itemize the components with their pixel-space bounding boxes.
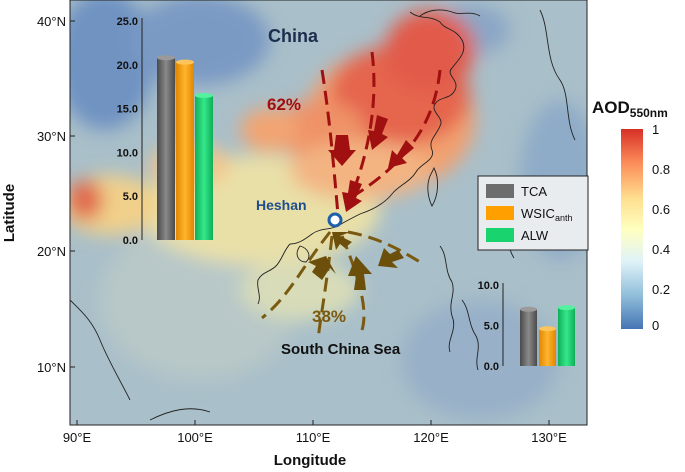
- bar-cap: [558, 305, 575, 311]
- bar-alw: [195, 95, 213, 241]
- legend-label-wsic-sub: anth: [555, 213, 573, 223]
- colorbar-title: AOD550nm: [592, 98, 668, 120]
- north-percent-label: 62%: [267, 95, 301, 114]
- inset-y-tick-label: 10.0: [478, 280, 499, 292]
- bar-cap: [176, 59, 194, 65]
- inset-y-tick-label: 15.0: [117, 104, 138, 116]
- legend-label-alw: ALW: [521, 228, 549, 243]
- north-transport-arrows: [320, 51, 442, 216]
- north-flow-line: [320, 69, 340, 216]
- x-tick-label: 110°E: [296, 430, 331, 445]
- legend-label-wsic-main: WSIC: [521, 206, 555, 221]
- inset-y-tick-label: 25.0: [117, 16, 138, 28]
- south-transport-arrows: [261, 230, 421, 341]
- heshan-label: Heshan: [256, 197, 307, 213]
- bar-wsic-anth: [539, 328, 556, 366]
- south-inset-bar-chart: 0.0 5.0 10.0: [478, 280, 575, 373]
- inset-y-tick-label: 5.0: [123, 191, 138, 203]
- x-tick-label: 130°E: [531, 430, 567, 445]
- colorbar-gradient: [621, 129, 643, 329]
- y-tick-label: 40°N: [37, 14, 66, 29]
- aod-colorbar: AOD550nm 1 0.8 0.6 0.4 0.2 0: [592, 98, 670, 333]
- bar-alw: [558, 307, 575, 366]
- south-arrowhead: [332, 232, 352, 250]
- bar-tca: [157, 57, 175, 241]
- x-tick-label: 120°E: [413, 430, 449, 445]
- colorbar-tick: 1: [652, 122, 659, 137]
- south-percent-label: 38%: [312, 307, 346, 326]
- heshan-site-marker: [327, 212, 343, 228]
- south-arrowhead: [378, 248, 404, 268]
- bar-wsic-anth: [176, 62, 194, 241]
- y-tick-label: 20°N: [37, 244, 66, 259]
- bar-cap: [195, 92, 213, 98]
- bar-tca: [520, 309, 537, 366]
- colorbar-tick: 0.4: [652, 242, 670, 257]
- legend-label-wsic: WSICanth: [521, 206, 572, 223]
- south-flow-line: [340, 235, 366, 331]
- colorbar-tick: 0.2: [652, 282, 670, 297]
- colorbar-title-main: AOD: [592, 98, 630, 117]
- x-tick-label: 100°E: [177, 430, 213, 445]
- legend-swatch-wsic: [486, 206, 514, 220]
- sea-label: South China Sea: [281, 341, 401, 358]
- y-tick-label: 30°N: [37, 129, 66, 144]
- bar-legend: TCA WSICanth ALW: [477, 175, 589, 251]
- north-inset-bar-chart: 0.0 5.0 10.0 15.0 20.0 25.0: [117, 16, 213, 247]
- colorbar-title-sub: 550nm: [630, 106, 668, 120]
- inset-y-tick-label: 0.0: [484, 361, 499, 373]
- colorbar-tick: 0.6: [652, 202, 670, 217]
- north-arrowhead: [388, 140, 414, 168]
- legend-label-tca: TCA: [521, 184, 547, 199]
- china-label: China: [268, 26, 319, 46]
- south-arrowhead: [348, 256, 372, 290]
- bar-cap: [520, 306, 537, 312]
- south-flow-line: [316, 235, 334, 341]
- x-axis: 90°E 100°E 110°E 120°E 130°E Longitude: [63, 420, 567, 469]
- legend-swatch-tca: [486, 184, 514, 198]
- north-arrowhead: [328, 135, 356, 166]
- north-arrowhead: [342, 180, 362, 212]
- inset-y-tick-label: 10.0: [117, 147, 138, 159]
- north-flow-line: [354, 69, 442, 197]
- x-axis-title: Longitude: [274, 452, 346, 469]
- x-tick-label: 90°E: [63, 430, 92, 445]
- y-axis: 10°N 20°N 30°N 40°N Latitude: [1, 14, 75, 375]
- inset-y-tick-label: 0.0: [123, 235, 138, 247]
- inset-y-tick-label: 5.0: [484, 321, 499, 333]
- bar-cap: [539, 326, 556, 332]
- south-arrowhead: [308, 256, 336, 280]
- colorbar-tick: 0: [652, 318, 659, 333]
- inset-y-tick-label: 20.0: [117, 60, 138, 72]
- colorbar-tick: 0.8: [652, 162, 670, 177]
- north-arrowhead: [368, 115, 388, 150]
- legend-swatch-alw: [486, 228, 514, 242]
- y-tick-label: 10°N: [37, 360, 66, 375]
- south-flow-line: [347, 230, 421, 264]
- y-axis-title: Latitude: [1, 184, 18, 242]
- bar-cap: [157, 55, 175, 61]
